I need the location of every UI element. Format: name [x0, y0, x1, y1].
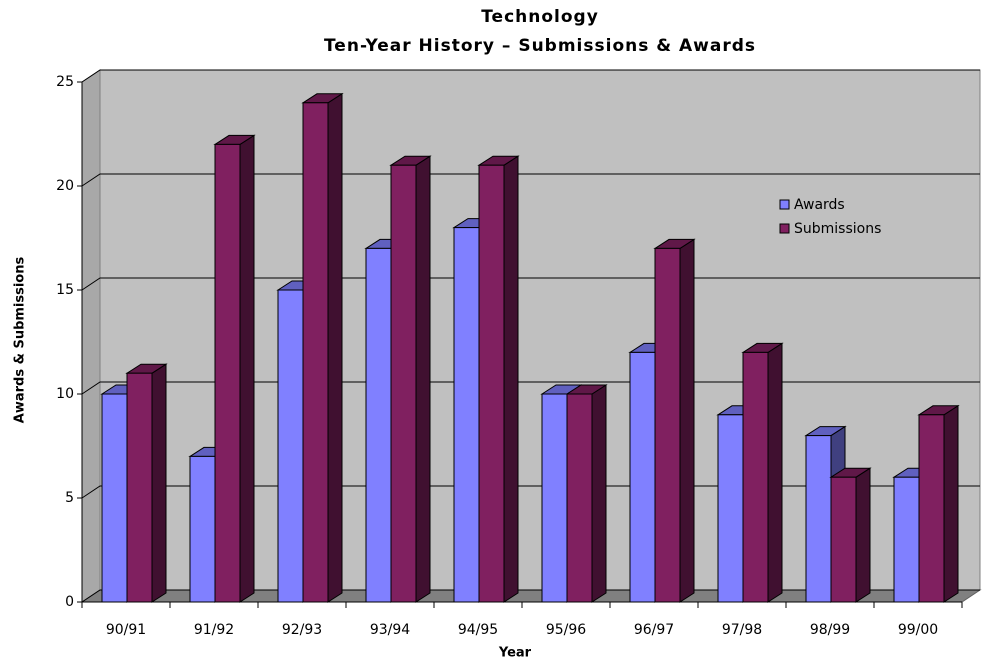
bar [742, 351, 769, 603]
bar-side [855, 467, 871, 603]
chart-title: Technology [481, 7, 599, 27]
legend-box [775, 193, 917, 241]
chart-subtitle: Ten-Year History – Submissions & Awards [324, 36, 756, 56]
y-tick-label: 0 [65, 594, 74, 610]
grid-line [81, 173, 980, 187]
bar [717, 414, 744, 603]
bar-side [327, 92, 343, 603]
bar [830, 476, 857, 603]
bar [654, 247, 681, 603]
bar [365, 247, 392, 603]
bar [302, 102, 329, 603]
legend-swatch [779, 199, 790, 210]
y-axis-label: Awards & Submissions [13, 257, 28, 424]
bar-side [767, 342, 783, 603]
x-tick-label: 98/99 [810, 622, 850, 638]
x-tick-label: 92/93 [282, 622, 322, 638]
bar [453, 227, 480, 603]
bar [101, 393, 128, 603]
bar-side [503, 155, 519, 603]
bar [629, 351, 656, 603]
x-tick-label: 91/92 [194, 622, 234, 638]
y-tick-label: 5 [65, 490, 74, 506]
y-tick-label: 25 [56, 74, 74, 90]
bar [566, 393, 593, 603]
x-axis-label: Year [498, 646, 532, 661]
y-tick-label: 10 [56, 386, 74, 402]
bar [390, 164, 417, 603]
bar [126, 372, 153, 603]
y-tick-label: 20 [56, 178, 74, 194]
bar-side [591, 384, 607, 603]
bar [918, 414, 945, 603]
bar [893, 476, 920, 603]
grid-line [81, 69, 980, 83]
bar-side [679, 238, 695, 603]
x-tick-label: 95/96 [546, 622, 586, 638]
x-tick-label: 97/98 [722, 622, 762, 638]
bar-side [943, 404, 959, 603]
legend-swatch [779, 223, 790, 234]
bars [100, 92, 960, 603]
bar-side [239, 134, 255, 603]
x-tick-label: 96/97 [634, 622, 674, 638]
bar [189, 455, 216, 603]
x-tick-label: 94/95 [458, 622, 498, 638]
side-wall [81, 69, 101, 603]
y-tick-label: 15 [56, 282, 74, 298]
x-tick-label: 99/00 [898, 622, 938, 638]
bar [277, 289, 304, 603]
x-tick-label: 93/94 [370, 622, 410, 638]
bar [541, 393, 568, 603]
bar [478, 164, 505, 603]
legend-label: Submissions [794, 221, 881, 237]
bar-side [151, 363, 167, 603]
legend: Awards Submissions [775, 193, 917, 241]
legend-label: Awards [794, 197, 845, 213]
x-tick-label: 90/91 [106, 622, 146, 638]
bar [214, 143, 241, 603]
bar-side [415, 155, 431, 603]
bar [805, 435, 832, 603]
